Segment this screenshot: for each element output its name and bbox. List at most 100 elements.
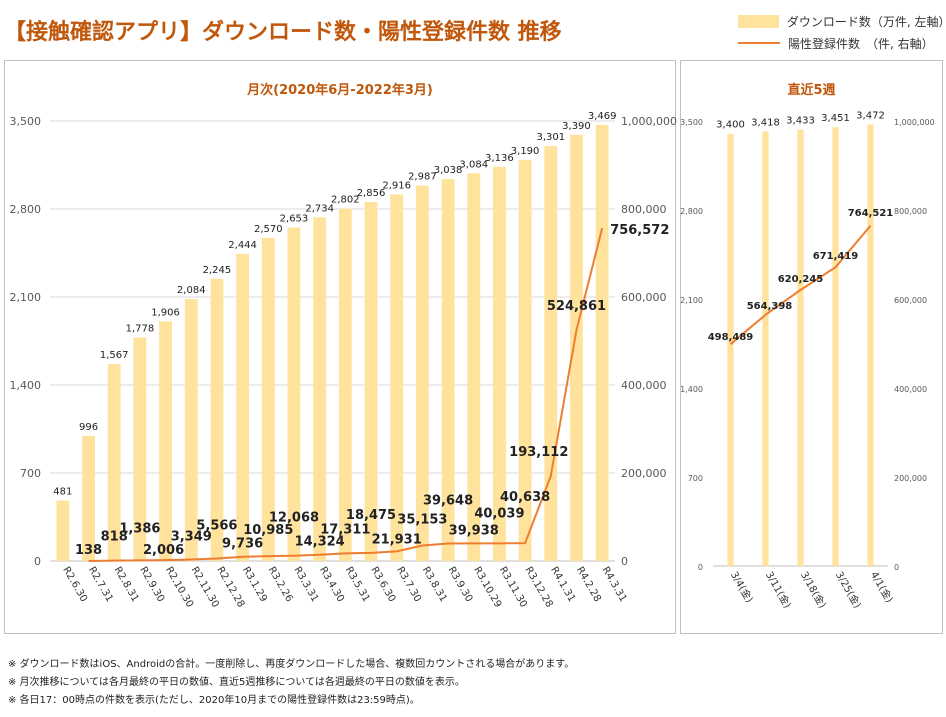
weekly-chart-panel: 直近5週 0 700 1,400 2,100 2,800 3,500 0 200,000 400… bbox=[680, 60, 943, 634]
monthly-positive-label: 5,566 bbox=[196, 519, 237, 534]
weekly-download-bar bbox=[762, 131, 769, 566]
weekly-positive-label: 671,419 bbox=[813, 251, 859, 262]
monthly-download-bar bbox=[107, 364, 121, 561]
monthly-download-label: 481 bbox=[53, 487, 72, 498]
monthly-positive-label: 39,938 bbox=[449, 523, 499, 538]
monthly-positive-label: 2,006 bbox=[143, 543, 184, 558]
weekly-download-bar bbox=[832, 127, 839, 566]
monthly-download-label: 2,802 bbox=[331, 195, 360, 206]
weekly-positive-label: 764,521 bbox=[848, 208, 894, 219]
monthly-download-label: 3,084 bbox=[459, 159, 488, 170]
footnote-3: ※ 各日17：00時点の件数を表示(ただし、2020年10月までの陽性登録件数は… bbox=[8, 695, 420, 706]
monthly-category-label: R3.3.31 bbox=[291, 565, 320, 604]
weekly-right-tick-label: 1,000,000 bbox=[894, 118, 935, 127]
legend-item-positives: 陽性登録件数 （件, 右軸） bbox=[738, 32, 946, 54]
monthly-download-label: 996 bbox=[79, 422, 98, 433]
page-title: 【接触確認アプリ】ダウンロード数・陽性登録件数 推移 bbox=[4, 20, 562, 45]
weekly-category-label: 3/18(金) bbox=[798, 569, 829, 610]
weekly-category-label: 3/25(金) bbox=[833, 569, 864, 610]
monthly-left-tick-label: 0 bbox=[34, 555, 41, 568]
monthly-positive-label: 1,386 bbox=[119, 521, 160, 536]
monthly-category-label: R3.9.30 bbox=[445, 565, 474, 604]
monthly-positive-label: 39,648 bbox=[423, 494, 473, 509]
weekly-download-bar bbox=[727, 133, 734, 566]
legend-line-swatch bbox=[738, 42, 780, 44]
monthly-download-bar bbox=[261, 237, 275, 561]
weekly-left-tick-label: 2,800 bbox=[680, 207, 703, 216]
monthly-left-tick-label: 3,500 bbox=[10, 115, 42, 128]
weekly-left-tick-label: 3,500 bbox=[680, 118, 703, 127]
monthly-category-label: R2.6.30 bbox=[60, 565, 89, 604]
footnotes: ※ ダウンロード数はiOS、Androidの合計。一度削除し、再度ダウンロードし… bbox=[8, 656, 574, 710]
monthly-positive-label: 35,153 bbox=[397, 513, 447, 528]
monthly-category-label: R4.1.31 bbox=[548, 565, 577, 604]
monthly-download-label: 1,778 bbox=[126, 323, 155, 334]
monthly-category-label: R3.7.30 bbox=[394, 565, 423, 604]
monthly-positive-label: 40,039 bbox=[474, 506, 524, 521]
monthly-download-bar bbox=[210, 278, 224, 561]
monthly-download-label: 2,856 bbox=[357, 188, 386, 199]
monthly-download-label: 3,038 bbox=[434, 165, 463, 176]
legend-label-downloads: ダウンロード数（万件, 左軸） bbox=[786, 14, 946, 29]
monthly-category-label: R3.6.30 bbox=[368, 565, 397, 604]
monthly-right-tick-label: 1,000,000 bbox=[621, 115, 677, 128]
monthly-positive-label: 524,861 bbox=[547, 299, 606, 314]
weekly-left-tick-label: 2,100 bbox=[680, 296, 703, 305]
weekly-download-label: 3,433 bbox=[786, 116, 815, 127]
monthly-download-label: 3,136 bbox=[485, 153, 514, 164]
weekly-left-tick-label: 1,400 bbox=[680, 385, 703, 394]
weekly-right-tick-label: 600,000 bbox=[894, 296, 927, 305]
monthly-download-bar bbox=[338, 208, 352, 561]
monthly-positive-label: 193,112 bbox=[509, 445, 568, 460]
weekly-panel-title: 直近5週 bbox=[787, 83, 836, 98]
weekly-download-label: 3,418 bbox=[751, 117, 780, 128]
monthly-positive-label: 18,475 bbox=[346, 508, 396, 523]
monthly-download-label: 2,653 bbox=[280, 213, 309, 224]
monthly-positive-label: 21,931 bbox=[372, 532, 422, 547]
monthly-category-label: R3.4.30 bbox=[317, 565, 346, 604]
weekly-positive-label: 620,245 bbox=[778, 274, 824, 285]
monthly-download-bar bbox=[415, 185, 429, 561]
chart-legend: ダウンロード数（万件, 左軸） 陽性登録件数 （件, 右軸） bbox=[738, 10, 946, 54]
monthly-download-bar bbox=[390, 194, 404, 561]
monthly-positive-label: 12,068 bbox=[269, 511, 319, 526]
monthly-left-tick-label: 2,100 bbox=[10, 291, 42, 304]
monthly-right-tick-label: 400,000 bbox=[621, 379, 667, 392]
monthly-download-label: 2,444 bbox=[228, 240, 257, 251]
weekly-left-tick-label: 700 bbox=[688, 474, 703, 483]
monthly-download-label: 2,734 bbox=[305, 203, 334, 214]
weekly-download-label: 3,451 bbox=[821, 113, 850, 124]
monthly-download-bar bbox=[184, 299, 198, 561]
weekly-chart: 0 700 1,400 2,100 2,800 3,500 0 200,000 400,000 6… bbox=[680, 111, 935, 611]
monthly-download-bar bbox=[133, 337, 147, 561]
monthly-download-label: 2,084 bbox=[177, 285, 206, 296]
monthly-category-label: R3.1.29 bbox=[240, 565, 269, 604]
monthly-positive-label: 3,349 bbox=[171, 530, 212, 545]
monthly-category-label: R3.5.31 bbox=[343, 565, 372, 604]
monthly-download-label: 2,245 bbox=[203, 265, 232, 276]
monthly-category-label: R4.2.28 bbox=[574, 565, 603, 604]
weekly-category-label: 3/11(金) bbox=[763, 569, 794, 610]
weekly-download-bar bbox=[797, 129, 804, 567]
monthly-download-label: 3,301 bbox=[536, 132, 565, 143]
legend-bar-swatch bbox=[738, 14, 779, 28]
weekly-download-label: 3,400 bbox=[716, 120, 745, 131]
monthly-positive-label: 14,324 bbox=[295, 535, 345, 550]
weekly-positive-label: 498,489 bbox=[708, 332, 754, 343]
monthly-download-bar bbox=[493, 166, 506, 561]
monthly-download-bar bbox=[518, 159, 532, 561]
monthly-category-label: R2.8.31 bbox=[112, 565, 141, 604]
monthly-chart-panel: 月次(2020年6月-2022年3月) 0 700 1,400 2,100 2,800 3… bbox=[4, 60, 677, 634]
footnote-2: ※ 月次推移については各月最終の平日の数値、直近5週推移については各週最終の平日… bbox=[8, 677, 465, 688]
weekly-download-label: 3,472 bbox=[856, 111, 885, 122]
monthly-category-label: R4.3.31 bbox=[600, 565, 629, 604]
monthly-download-label: 1,906 bbox=[151, 307, 180, 318]
monthly-right-tick-label: 200,000 bbox=[621, 467, 667, 480]
weekly-category-label: 3/4(金) bbox=[728, 569, 756, 605]
monthly-download-bar bbox=[595, 124, 609, 561]
monthly-category-label: R2.7.31 bbox=[86, 565, 115, 604]
footnote-1: ※ ダウンロード数はiOS、Androidの合計。一度削除し、再度ダウンロードし… bbox=[8, 659, 575, 670]
monthly-download-bar bbox=[313, 217, 327, 561]
monthly-download-label: 2,987 bbox=[408, 171, 437, 182]
monthly-download-bar bbox=[56, 500, 70, 561]
